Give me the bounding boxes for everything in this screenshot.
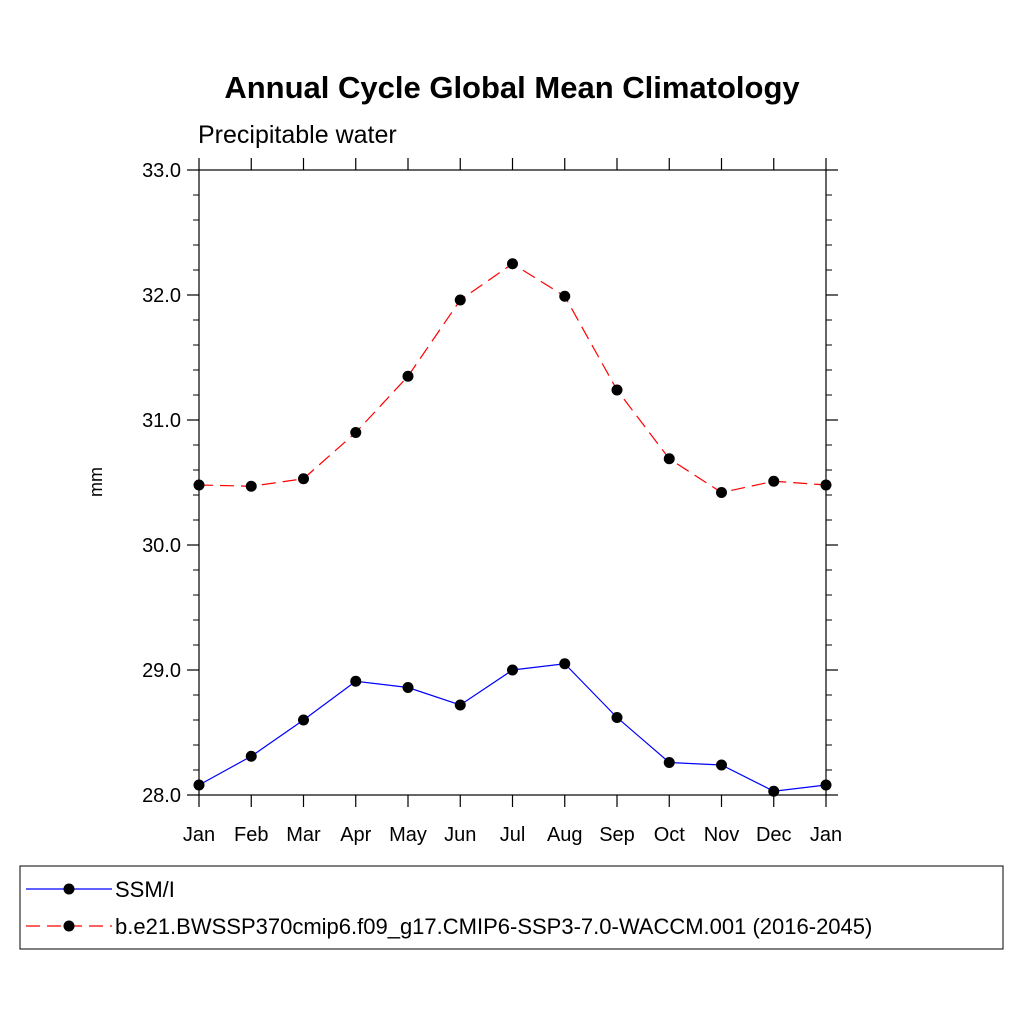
plot-frame bbox=[198, 169, 827, 796]
chart-title: Annual Cycle Global Mean Climatology bbox=[224, 70, 800, 105]
x-tick-label: Nov bbox=[704, 824, 740, 846]
x-tick-label: Jan bbox=[810, 824, 842, 846]
series-1-point bbox=[663, 757, 675, 768]
series-2-point bbox=[298, 473, 309, 485]
legend-marker bbox=[63, 883, 75, 895]
x-tick-label: Oct bbox=[654, 824, 686, 846]
series-line-1 bbox=[198, 663, 827, 792]
series-1-point bbox=[245, 750, 257, 762]
series-2-point bbox=[507, 258, 518, 270]
legend-marker bbox=[63, 920, 75, 932]
x-tick-labels: Jan Feb Mar Apr May Jun Jul Aug Sep Oct Nov Dec Jan bbox=[183, 824, 842, 846]
series-1-point bbox=[402, 682, 414, 693]
y-tick-label: 31.0 bbox=[142, 410, 181, 432]
series-layer bbox=[193, 258, 832, 797]
x-tick-label: Dec bbox=[756, 824, 792, 846]
x-tick-label: Feb bbox=[234, 824, 268, 846]
series-1-point bbox=[507, 664, 518, 676]
legend: SSM/I b.e21.BWSSP370cmip6.f09_g17.CMIP6-S… bbox=[19, 865, 1004, 950]
x-tick-label: May bbox=[389, 824, 427, 846]
series-2-point bbox=[402, 370, 414, 382]
legend-label: SSM/I bbox=[115, 877, 175, 902]
x-tick-label: Apr bbox=[340, 824, 371, 846]
series-line-2 bbox=[198, 263, 827, 494]
x-tick-label: Jan bbox=[183, 824, 215, 846]
chart-subtitle: Precipitable water bbox=[198, 121, 397, 149]
y-tick-labels: 28.0 29.0 30.0 31.0 32.0 33.0 bbox=[142, 160, 181, 807]
x-tick-label: Mar bbox=[286, 824, 321, 846]
x-tick-label: Jun bbox=[444, 824, 476, 846]
y-axis-label: mm bbox=[86, 467, 106, 497]
series-2-point bbox=[663, 453, 675, 465]
y-tick-label: 29.0 bbox=[142, 660, 181, 682]
series-1-point bbox=[454, 699, 466, 711]
y-tick-label: 30.0 bbox=[142, 535, 181, 557]
axis-ticks bbox=[187, 158, 838, 807]
series-2-point bbox=[611, 384, 623, 396]
series-1-point bbox=[611, 712, 623, 723]
legend-box bbox=[19, 865, 1004, 950]
series-1-point bbox=[298, 714, 309, 726]
series-1-point bbox=[716, 759, 727, 771]
series-2-point bbox=[716, 487, 727, 498]
x-tick-label: Jul bbox=[500, 824, 526, 846]
series-2-point bbox=[245, 480, 257, 492]
y-tick-label: 32.0 bbox=[142, 285, 181, 307]
legend-label: b.e21.BWSSP370cmip6.f09_g17.CMIP6-SSP3-7… bbox=[115, 914, 872, 939]
y-tick-label: 28.0 bbox=[142, 785, 181, 807]
x-tick-label: Sep bbox=[599, 824, 635, 846]
series-2-point bbox=[454, 294, 466, 306]
series-1-point bbox=[559, 658, 571, 670]
legend-entries: SSM/I b.e21.BWSSP370cmip6.f09_g17.CMIP6-S… bbox=[26, 877, 872, 939]
series-2-point bbox=[768, 475, 780, 487]
series-1-point bbox=[768, 785, 780, 797]
y-tick-label: 33.0 bbox=[142, 160, 181, 182]
series-2-point bbox=[559, 290, 571, 302]
x-tick-label: Aug bbox=[547, 824, 583, 846]
series-2-point bbox=[350, 427, 362, 438]
series-1-point bbox=[350, 675, 362, 687]
